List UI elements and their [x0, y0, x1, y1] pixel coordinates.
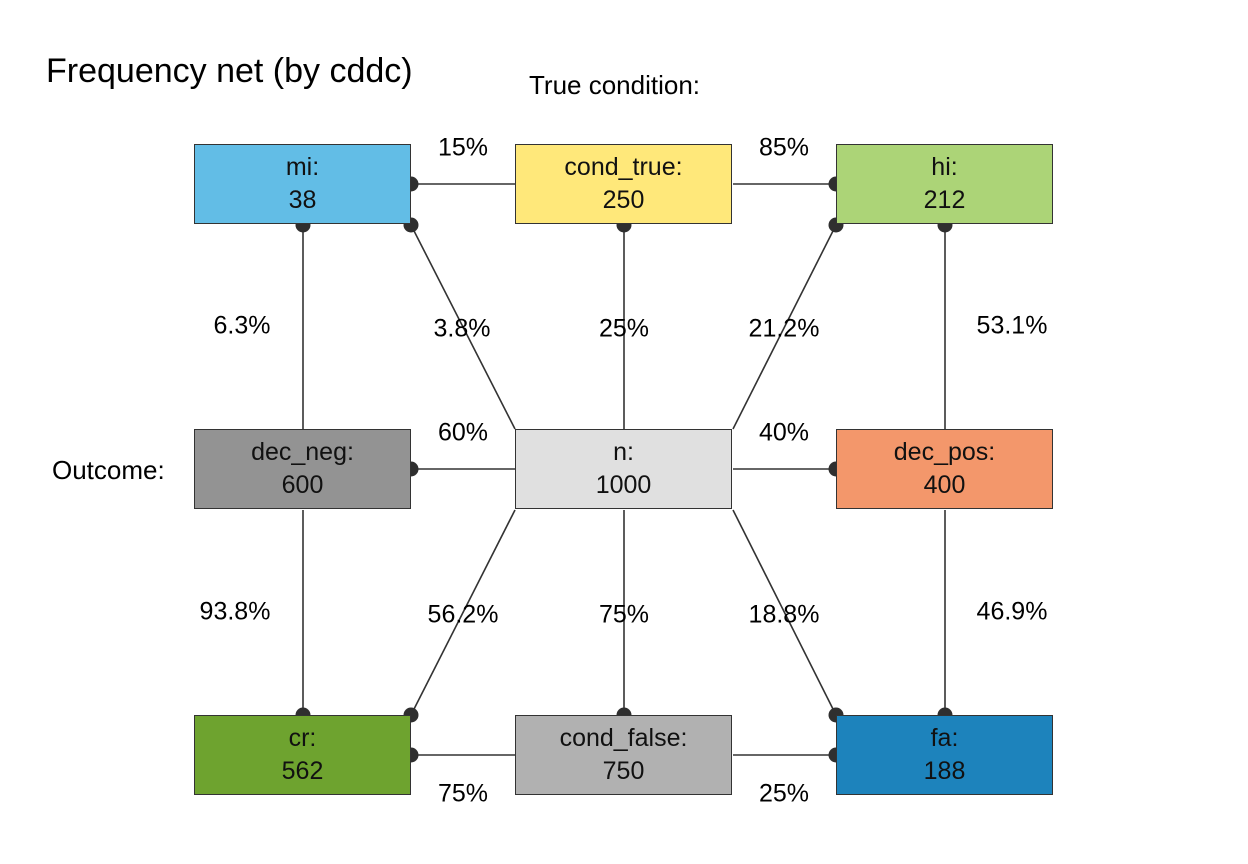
- pct-hi-n: 21.2%: [748, 314, 820, 343]
- node-mi-value: 38: [288, 186, 317, 214]
- outcome-label: Outcome:: [52, 455, 165, 485]
- node-n-name: n:: [613, 438, 634, 466]
- node-mi: mi: 38: [194, 144, 411, 224]
- node-cr-name: cr:: [288, 724, 317, 752]
- node-hi-value: 212: [923, 186, 966, 214]
- pct-mi-cond-true: 15%: [437, 133, 489, 162]
- node-cond-true-name: cond_true:: [564, 153, 683, 181]
- pct-mi-dec-neg: 6.3%: [213, 311, 271, 340]
- node-hi-name: hi:: [931, 153, 958, 181]
- pct-n-fa: 18.8%: [748, 600, 820, 629]
- node-fa-name: fa:: [930, 724, 959, 752]
- pct-dec-pos-fa: 46.9%: [976, 597, 1048, 626]
- node-mi-name: mi:: [285, 153, 320, 181]
- pct-mi-n: 3.8%: [433, 314, 491, 343]
- pct-n-cr: 56.2%: [427, 600, 499, 629]
- pct-n-cond-false: 75%: [598, 600, 650, 629]
- node-dec-neg-name: dec_neg:: [251, 438, 354, 466]
- node-fa: fa: 188: [836, 715, 1053, 795]
- pct-n-dec-pos: 40%: [758, 418, 810, 447]
- true-condition-label: True condition:: [529, 70, 701, 100]
- edge-n-fa: [732, 509, 837, 716]
- node-cond-true-value: 250: [602, 186, 645, 214]
- node-n: n: 1000: [515, 429, 732, 509]
- node-cond-false: cond_false: 750: [515, 715, 732, 795]
- pct-cond-true-hi: 85%: [758, 133, 810, 162]
- node-cond-true: cond_true: 250: [515, 144, 732, 224]
- node-cr: cr: 562: [194, 715, 411, 795]
- pct-dec-neg-cr: 93.8%: [199, 597, 271, 626]
- pct-cr-cond-false: 75%: [437, 779, 489, 808]
- node-cond-false-name: cond_false:: [559, 724, 688, 752]
- node-fa-value: 188: [923, 757, 966, 785]
- node-dec-pos: dec_pos: 400: [836, 429, 1053, 509]
- pct-hi-dec-pos: 53.1%: [976, 311, 1048, 340]
- edge-hi-n: [732, 224, 837, 430]
- pct-cond-true-n: 25%: [598, 314, 650, 343]
- node-n-value: 1000: [595, 471, 652, 499]
- pct-cond-false-fa: 25%: [758, 779, 810, 808]
- node-hi: hi: 212: [836, 144, 1053, 224]
- diagram-title: Frequency net (by cddc): [46, 52, 413, 90]
- node-dec-pos-value: 400: [923, 471, 966, 499]
- node-dec-pos-name: dec_pos:: [893, 438, 996, 466]
- edge-n-cr: [410, 509, 516, 716]
- pct-dec-neg-n: 60%: [437, 418, 489, 447]
- node-dec-neg: dec_neg: 600: [194, 429, 411, 509]
- node-dec-neg-value: 600: [281, 471, 324, 499]
- edge-mi-n: [410, 224, 516, 430]
- node-cond-false-value: 750: [602, 757, 645, 785]
- node-cr-value: 562: [281, 757, 324, 785]
